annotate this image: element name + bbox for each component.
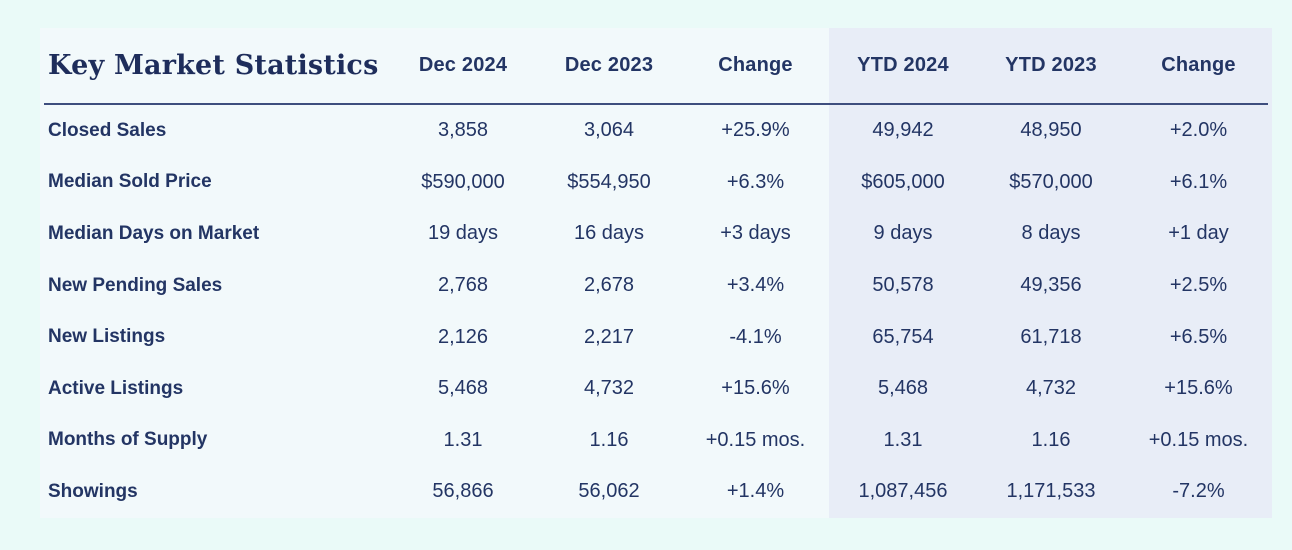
table-header-row: Key Market Statistics Dec 2024 Dec 2023 … xyxy=(40,28,1272,103)
table-cell: $590,000 xyxy=(421,170,505,193)
row-label: Median Sold Price xyxy=(48,171,212,193)
table-cell: 2,217 xyxy=(583,325,635,348)
table-cell: +6.1% xyxy=(1169,170,1228,193)
table-cell: 9 days xyxy=(873,222,933,245)
table-cell: 1,171,533 xyxy=(1006,480,1096,503)
table-cell: 19 days xyxy=(427,222,499,245)
row-label: Active Listings xyxy=(48,377,184,399)
table-cell: +1 day xyxy=(1168,222,1229,245)
table-cell: 65,754 xyxy=(872,325,934,348)
header-divider xyxy=(44,103,1268,105)
table-cell: 3,858 xyxy=(437,119,489,142)
table-cell: 48,950 xyxy=(1020,119,1082,142)
column-header-ytd-2023: YTD 2023 xyxy=(1005,54,1097,76)
table-row-new-pending-sales: New Pending Sales 2,768 2,678 +3.4% 50,5… xyxy=(40,260,1272,312)
table-cell: 5,468 xyxy=(877,377,929,400)
table-cell: +0.15 mos. xyxy=(1148,428,1249,451)
table-row-showings: Showings 56,866 56,062 +1.4% 1,087,456 1… xyxy=(40,466,1272,518)
table-cell: 1.31 xyxy=(883,428,923,451)
table-cell: +25.9% xyxy=(721,119,790,142)
row-label: New Listings xyxy=(48,326,166,348)
table-cell: +3 days xyxy=(720,222,791,245)
table-cell: +0.15 mos. xyxy=(705,428,806,451)
table-cell: +15.6% xyxy=(721,377,790,400)
table-cell: 56,866 xyxy=(432,480,494,503)
table-cell: 16 days xyxy=(573,222,645,245)
column-header-change-month: Change xyxy=(718,54,793,76)
table-cell: 4,732 xyxy=(1025,377,1077,400)
table-cell: +1.4% xyxy=(726,480,785,503)
table-row-months-of-supply: Months of Supply 1.31 1.16 +0.15 mos. 1.… xyxy=(40,415,1272,467)
table-cell: +2.0% xyxy=(1169,119,1228,142)
table-row-closed-sales: Closed Sales 3,858 3,064 +25.9% 49,942 4… xyxy=(40,105,1272,157)
table-cell: -4.1% xyxy=(729,325,782,348)
table-cell: $605,000 xyxy=(861,170,945,193)
table-cell: $570,000 xyxy=(1009,170,1093,193)
column-header-ytd-2024: YTD 2024 xyxy=(857,54,949,76)
table-cell: +15.6% xyxy=(1164,377,1233,400)
table-cell: +6.3% xyxy=(726,170,785,193)
table-cell: 1.16 xyxy=(1031,428,1071,451)
ytd-highlight-panel xyxy=(829,28,1272,518)
table-title: Key Market Statistics xyxy=(48,50,379,81)
row-label: Showings xyxy=(48,480,138,502)
table-cell: 49,942 xyxy=(872,119,934,142)
table-cell: $554,950 xyxy=(567,170,651,193)
row-label: Closed Sales xyxy=(48,119,167,141)
row-label: Median Days on Market xyxy=(48,222,260,244)
table-cell: -7.2% xyxy=(1172,480,1225,503)
table-cell: 49,356 xyxy=(1020,274,1082,297)
table-cell: +6.5% xyxy=(1169,325,1228,348)
table-cell: +2.5% xyxy=(1169,274,1228,297)
table-cell: 56,062 xyxy=(578,480,640,503)
table-row-median-days-on-market: Median Days on Market 19 days 16 days +3… xyxy=(40,208,1272,260)
table-cell: 5,468 xyxy=(437,377,489,400)
table-cell: 8 days xyxy=(1021,222,1081,245)
table-cell: 61,718 xyxy=(1020,325,1082,348)
row-label: New Pending Sales xyxy=(48,274,223,296)
row-label: Months of Supply xyxy=(48,429,208,451)
table-row-active-listings: Active Listings 5,468 4,732 +15.6% 5,468… xyxy=(40,363,1272,415)
table-cell: 4,732 xyxy=(583,377,635,400)
column-header-change-ytd: Change xyxy=(1161,54,1236,76)
column-header-dec-2023: Dec 2023 xyxy=(564,54,654,76)
table-cell: 2,678 xyxy=(583,274,635,297)
table-cell: 1,087,456 xyxy=(858,480,948,503)
table-cell: 2,126 xyxy=(437,325,489,348)
table-cell: +3.4% xyxy=(726,274,785,297)
table-row-median-sold-price: Median Sold Price $590,000 $554,950 +6.3… xyxy=(40,157,1272,209)
table-cell: 1.31 xyxy=(443,428,483,451)
column-header-dec-2024: Dec 2024 xyxy=(418,54,508,76)
table-cell: 1.16 xyxy=(589,428,629,451)
table-cell: 2,768 xyxy=(437,274,489,297)
key-market-statistics-table: Key Market Statistics Dec 2024 Dec 2023 … xyxy=(40,28,1272,518)
table-row-new-listings: New Listings 2,126 2,217 -4.1% 65,754 61… xyxy=(40,311,1272,363)
table-cell: 3,064 xyxy=(583,119,635,142)
table-cell: 50,578 xyxy=(872,274,934,297)
